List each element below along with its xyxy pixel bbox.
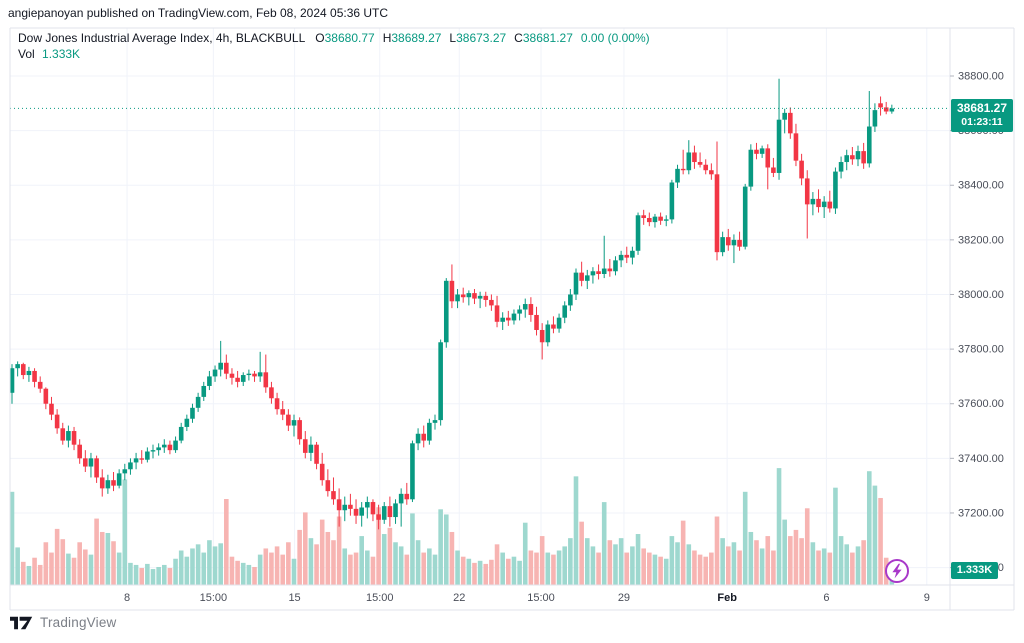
- candles-layer: [9, 78, 895, 530]
- close-value: 38681.27: [522, 31, 573, 45]
- time-axis[interactable]: 8 15:00 15 15:00 22 15:00 29 Feb 6 9: [124, 592, 930, 604]
- price-tick-label: 38200.00: [958, 234, 1004, 246]
- volume-label: Vol: [18, 47, 35, 61]
- price-tick-label: 37600.00: [958, 398, 1004, 410]
- time-tick-label: 9: [924, 592, 930, 604]
- legend-row-volume: Vol 1.333K: [18, 46, 650, 62]
- close-label: C: [514, 31, 523, 45]
- time-tick-label: 22: [453, 592, 465, 604]
- symbol-title: Dow Jones Industrial Average Index, 4h, …: [18, 31, 306, 45]
- legend-row-main: Dow Jones Industrial Average Index, 4h, …: [18, 30, 650, 46]
- high-label: H: [382, 31, 392, 45]
- last-price-value: 38681.27: [956, 101, 1008, 116]
- low-value: 38673.27: [456, 31, 507, 45]
- high-value: 38689.27: [391, 31, 442, 45]
- time-tick-label: 15: [288, 592, 300, 604]
- change-value: 0.00 (0.00%): [580, 31, 650, 45]
- tradingview-logo-icon[interactable]: [10, 615, 33, 630]
- time-tick-label: Feb: [717, 592, 737, 604]
- attribution-text: angiepanoyan published on TradingView.co…: [8, 6, 389, 20]
- price-tick-label: 38800.00: [958, 71, 1004, 83]
- footer: TradingView: [10, 615, 117, 630]
- price-tick-label: 38000.00: [958, 289, 1004, 301]
- flash-button[interactable]: [884, 558, 910, 584]
- price-tick-label: 37200.00: [958, 507, 1004, 519]
- chart-legend: Dow Jones Industrial Average Index, 4h, …: [18, 30, 650, 62]
- lightning-icon: [892, 563, 902, 579]
- time-tick-label: 8: [124, 592, 130, 604]
- volume-value: 1.333K: [42, 47, 81, 61]
- price-axis[interactable]: 38800.0038600.0038400.0038200.0038000.00…: [950, 71, 1004, 575]
- price-tick-label: 38400.00: [958, 180, 1004, 192]
- volume-layer: [9, 468, 895, 585]
- last-price-badge: 38681.27 01:23:11: [951, 99, 1013, 133]
- low-label: L: [449, 31, 457, 45]
- time-tick-label: 15:00: [366, 592, 394, 604]
- bar-countdown: 01:23:11: [961, 116, 1003, 129]
- time-tick-label: 29: [618, 592, 630, 604]
- open-label: O: [315, 31, 325, 45]
- time-tick-label: 15:00: [527, 592, 555, 604]
- grid-layer: [10, 28, 950, 585]
- tradingview-brand-text[interactable]: TradingView: [40, 615, 117, 630]
- time-tick-label: 15:00: [200, 592, 228, 604]
- price-tick-label: 37400.00: [958, 453, 1004, 465]
- price-tick-label: 37800.00: [958, 344, 1004, 356]
- volume-badge: 1.333K: [951, 562, 998, 579]
- time-tick-label: 6: [823, 592, 829, 604]
- open-value: 38680.77: [324, 31, 375, 45]
